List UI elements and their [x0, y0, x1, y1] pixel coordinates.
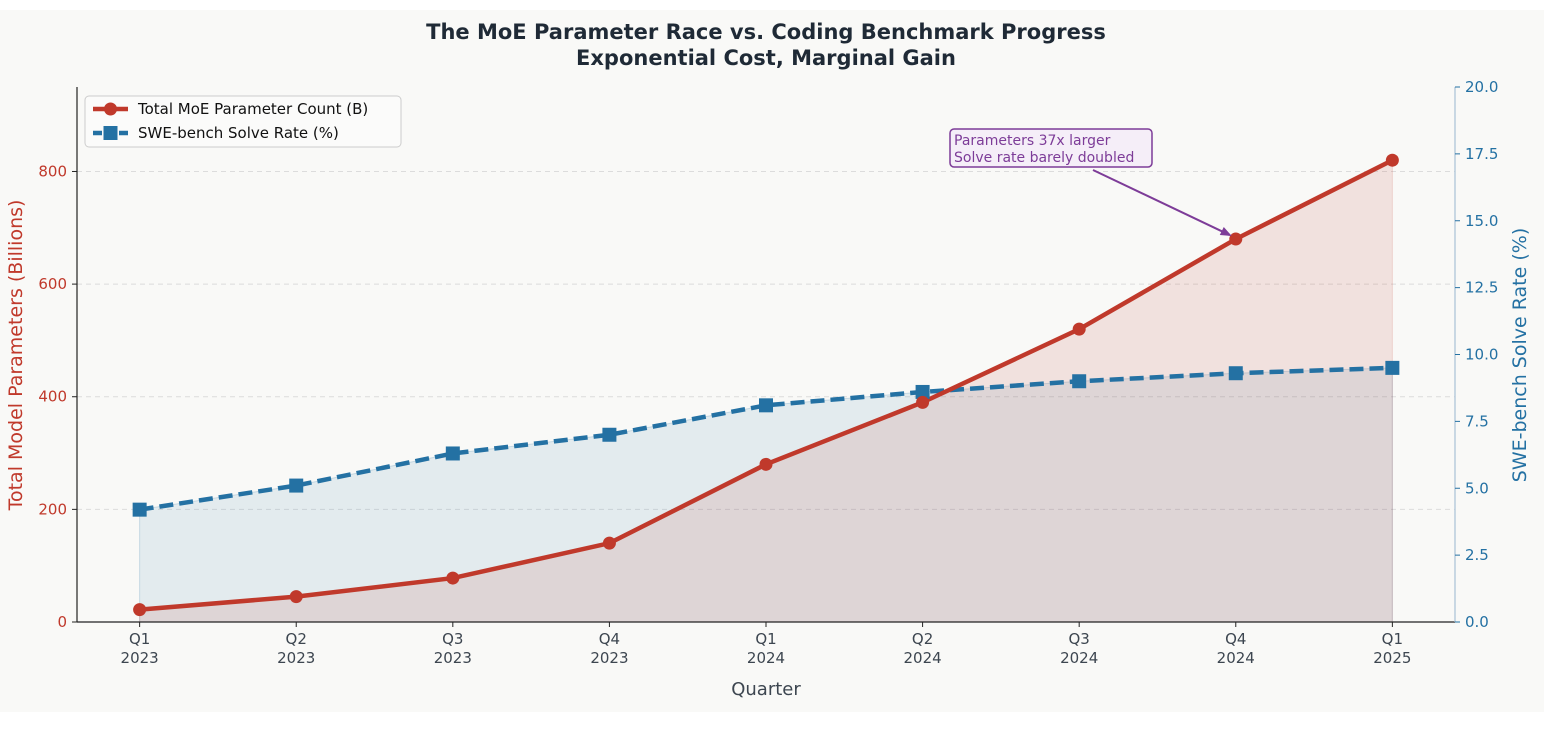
- chart: The MoE Parameter Race vs. Coding Benchm…: [5, 20, 1531, 700]
- x-tick-label: 2023: [590, 649, 628, 667]
- x-tick-label: Q1: [755, 630, 776, 648]
- x-tick-label: 2024: [747, 649, 785, 667]
- legend-label: SWE-bench Solve Rate (%): [138, 124, 339, 142]
- x-tick-label: Q3: [442, 630, 463, 648]
- chart-title: The MoE Parameter Race vs. Coding Benchm…: [426, 20, 1106, 44]
- parameter-marker: [446, 571, 460, 585]
- parameter-marker: [289, 590, 303, 604]
- y-left-tick-label: 200: [38, 500, 67, 518]
- solve-rate-line: [139, 365, 1393, 512]
- y-right-tick-label: 15.0: [1465, 212, 1498, 230]
- y-right-tick-label: 5.0: [1465, 479, 1489, 497]
- x-tick-label: Q2: [912, 630, 933, 648]
- annotation-text: Parameters 37x larger: [954, 133, 1111, 149]
- solve-rate-marker: [759, 398, 773, 413]
- x-tick-label: 2025: [1373, 649, 1411, 667]
- parameter-marker: [602, 536, 616, 550]
- parameter-marker: [133, 603, 147, 617]
- x-axis-label: Quarter: [731, 679, 801, 700]
- y-right-tick-label: 0.0: [1465, 613, 1489, 631]
- x-tick-label: 2024: [1060, 649, 1098, 667]
- y-left-tick-label: 0: [57, 613, 67, 631]
- annotation-arrowhead: [1219, 227, 1232, 237]
- y-right-tick-label: 10.0: [1465, 346, 1498, 364]
- y-left-axis-label: Total Model Parameters (Billions): [5, 200, 27, 512]
- y-right-axis-label: SWE-bench Solve Rate (%): [1509, 228, 1531, 482]
- solve-rate-marker: [602, 427, 617, 442]
- y-left-tick-label: 400: [38, 388, 67, 406]
- y-right-tick-label: 20.0: [1465, 78, 1498, 96]
- y-right-tick-label: 12.5: [1465, 279, 1498, 297]
- x-tick-label: 2024: [1217, 649, 1255, 667]
- parameter-marker: [1229, 232, 1243, 246]
- figure: The MoE Parameter Race vs. Coding Benchm…: [0, 10, 1544, 712]
- y-right-tick-label: 17.5: [1465, 145, 1498, 163]
- y-right-tick-label: 7.5: [1465, 412, 1489, 430]
- solve-rate-marker: [915, 384, 930, 399]
- x-tick-label: Q3: [1069, 630, 1090, 648]
- annotation-arrow: [1092, 169, 1231, 236]
- legend-label: Total MoE Parameter Count (B): [137, 100, 368, 118]
- y-left-tick-label: 600: [38, 275, 67, 293]
- y-right-tick-label: 2.5: [1465, 546, 1489, 564]
- legend-marker-circle: [104, 102, 117, 116]
- annotation-text: Solve rate barely doubled: [954, 150, 1134, 166]
- chart-subtitle: Exponential Cost, Marginal Gain: [576, 46, 956, 70]
- legend-marker-square: [103, 126, 118, 140]
- x-tick-label: Q2: [286, 630, 307, 648]
- x-tick-label: Q4: [599, 630, 620, 648]
- solve-rate-marker: [289, 478, 304, 493]
- parameter-marker: [916, 395, 930, 409]
- solve-rate-marker: [132, 502, 147, 517]
- x-tick-label: Q1: [1382, 630, 1403, 648]
- x-tick-label: 2023: [277, 649, 315, 667]
- x-tick-label: Q4: [1225, 630, 1246, 648]
- legend: [84, 95, 402, 148]
- solve-rate-marker: [1228, 366, 1243, 381]
- x-tick-label: 2023: [121, 649, 159, 667]
- x-tick-label: 2023: [434, 649, 472, 667]
- parameter-marker: [1072, 322, 1086, 336]
- x-tick-label: Q1: [129, 630, 150, 648]
- solve-rate-marker: [1385, 360, 1400, 375]
- solve-rate-marker: [445, 446, 460, 461]
- annotation-box: [949, 128, 1153, 168]
- x-tick-label: 2024: [903, 649, 941, 667]
- parameter-marker: [1385, 153, 1399, 167]
- y-left-tick-label: 800: [38, 162, 67, 180]
- parameter-marker: [759, 457, 773, 471]
- solve-rate-marker: [1072, 374, 1087, 389]
